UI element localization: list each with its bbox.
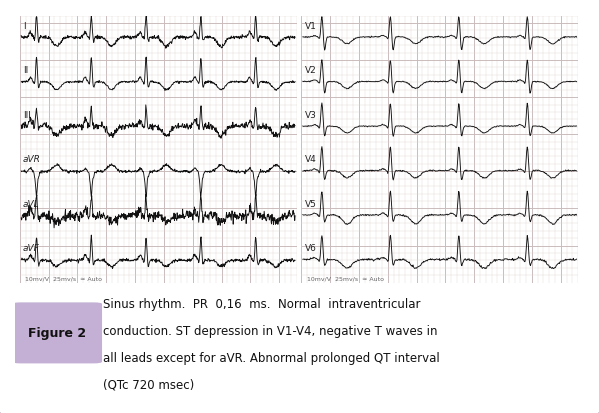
Text: 10mv/V  25mv/s  ≈ Auto: 10mv/V 25mv/s ≈ Auto [307, 276, 384, 281]
Text: V5: V5 [305, 199, 316, 209]
Text: Figure 2: Figure 2 [28, 327, 86, 339]
Text: 10mv/V  25mv/s  ≈ Auto: 10mv/V 25mv/s ≈ Auto [25, 276, 102, 281]
Text: III: III [23, 111, 31, 120]
Text: (QTc 720 msec): (QTc 720 msec) [103, 377, 195, 390]
Text: aVR: aVR [23, 155, 41, 164]
Text: aVF: aVF [23, 244, 40, 253]
Text: II: II [23, 66, 28, 75]
Text: aVL: aVL [23, 199, 40, 209]
Text: I: I [23, 22, 26, 31]
Text: V2: V2 [305, 66, 316, 75]
Text: V1: V1 [305, 22, 316, 31]
Text: V3: V3 [305, 111, 316, 120]
Text: Sinus rhythm.  PR  0,16  ms.  Normal  intraventricular: Sinus rhythm. PR 0,16 ms. Normal intrave… [103, 298, 420, 311]
Text: V6: V6 [305, 244, 316, 253]
FancyBboxPatch shape [12, 303, 102, 363]
Text: conduction. ST depression in V1-V4, negative T waves in: conduction. ST depression in V1-V4, nega… [103, 324, 438, 337]
Text: all leads except for aVR. Abnormal prolonged QT interval: all leads except for aVR. Abnormal prolo… [103, 351, 440, 364]
Text: V4: V4 [305, 155, 316, 164]
